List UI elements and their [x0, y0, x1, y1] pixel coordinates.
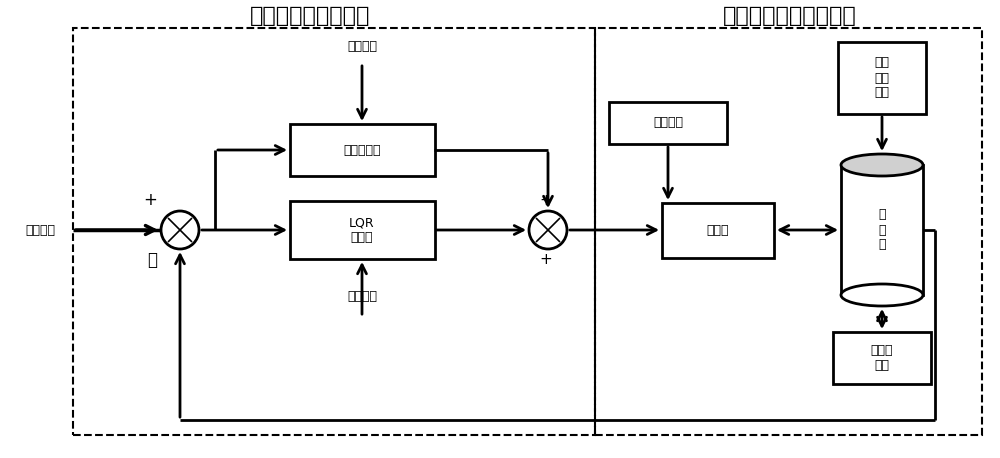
Text: 隔
水
管: 隔 水 管: [878, 208, 886, 251]
Bar: [609, 102, 727, 144]
Ellipse shape: [841, 154, 923, 176]
Text: +: +: [540, 252, 552, 267]
Text: 约束条件: 约束条件: [347, 290, 377, 304]
Bar: [595, 28, 982, 435]
Ellipse shape: [841, 284, 923, 306]
Bar: [833, 332, 931, 384]
Text: 先验条件: 先验条件: [347, 39, 377, 53]
Circle shape: [161, 211, 199, 249]
Text: 钻井液
下泄: 钻井液 下泄: [871, 344, 893, 372]
Text: 隔水管反冲控制系统: 隔水管反冲控制系统: [250, 6, 370, 26]
Text: 控制目标: 控制目标: [25, 224, 55, 236]
Bar: [290, 201, 434, 259]
Text: 张紧器: 张紧器: [707, 224, 729, 236]
Text: 海洋
环境
载荷: 海洋 环境 载荷: [874, 56, 890, 99]
Text: LQR
控制器: LQR 控制器: [349, 216, 375, 244]
Circle shape: [529, 211, 567, 249]
Bar: [662, 202, 774, 257]
Text: +: +: [540, 193, 552, 208]
Text: 隔水管反冲动力学系统: 隔水管反冲动力学系统: [723, 6, 857, 26]
Text: +: +: [143, 191, 157, 209]
Text: －: －: [147, 251, 157, 269]
Bar: [838, 42, 926, 114]
Text: 前馈控制器: 前馈控制器: [343, 143, 381, 157]
Text: 浮式平台: 浮式平台: [653, 116, 683, 130]
Bar: [841, 165, 923, 295]
Bar: [73, 28, 595, 435]
Bar: [290, 124, 434, 176]
